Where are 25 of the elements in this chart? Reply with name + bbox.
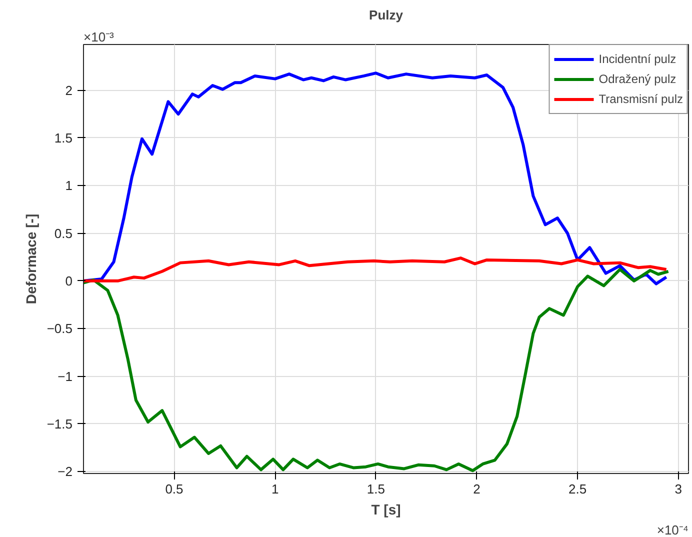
- x-tick-label: 1: [271, 482, 279, 496]
- x-tick-label: 1.5: [366, 482, 385, 496]
- y-tick-label: −1.5: [46, 416, 73, 432]
- x-tick-label: 3: [674, 482, 682, 496]
- x-tick-label: 0.5: [165, 482, 184, 496]
- chart-title: Pulzy: [369, 8, 404, 22]
- y-tick-label: 1: [65, 178, 73, 194]
- legend-label: Transmisní pulz: [598, 92, 683, 106]
- y-tick-label: 0: [65, 273, 73, 288]
- x-axis-title: T [s]: [371, 502, 401, 518]
- y-tick-label: −2: [58, 464, 73, 480]
- y-tick-label: −1: [58, 368, 73, 384]
- y-tick-label: 0.5: [54, 226, 73, 241]
- line-series: [84, 268, 670, 472]
- x-tick-label: 2: [473, 482, 480, 496]
- y-tick-label: −0.5: [46, 321, 73, 336]
- y-tick-label: 1.5: [54, 130, 73, 146]
- y-axis-title: Deformace [-]: [22, 214, 39, 304]
- x-tick-label: 2.5: [568, 482, 587, 496]
- legend-label: Incidentní pulz: [598, 52, 676, 66]
- y-tick-label: 2: [65, 82, 73, 98]
- text: ×10⁻⁴: [656, 522, 689, 537]
- legend-label: Odražený pulz: [598, 72, 676, 86]
- annotation: ×10⁻³: [84, 30, 115, 44]
- line-series: [84, 256, 668, 282]
